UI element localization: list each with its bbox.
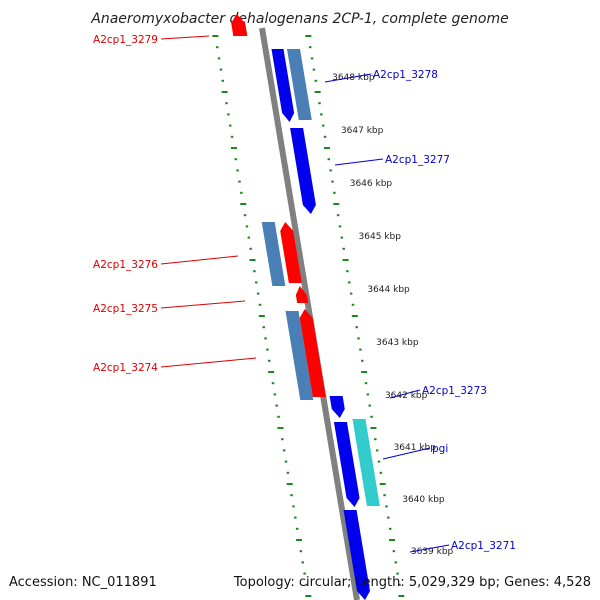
- gene-label-right: pgi: [432, 443, 448, 455]
- kbp-tick-label: 3643 kbp: [376, 338, 419, 348]
- accession-text: Accession: NC_011891: [9, 575, 157, 590]
- gene-a2cp1-3275: [295, 286, 309, 303]
- leader-line: [160, 255, 239, 265]
- gene-label-right: A2cp1_3273: [422, 385, 487, 397]
- map-title: Anaeromyxobacter dehalogenans 2CP-1, com…: [90, 11, 508, 27]
- gene-label-left: A2cp1_3276: [93, 259, 158, 271]
- leader-line: [334, 158, 384, 166]
- genome-backbone: [259, 27, 360, 600]
- leader-line: [160, 300, 246, 309]
- leader-line: [382, 447, 431, 460]
- gene-a2cp1-3276-b: [280, 222, 302, 283]
- gene-a2cp1-3279: [231, 14, 248, 36]
- kbp-tick-label: 3644 kbp: [367, 285, 410, 295]
- gene-a2cp1-3277: [290, 128, 316, 214]
- gene-a2cp1-3274-b: [299, 309, 326, 397]
- gene-a2cp1-3276-a: [261, 222, 286, 286]
- kbp-scale: 3648 kbp 3647 kbp 3646 kbp 3645 kbp 3644 kbp…: [332, 73, 453, 557]
- gene-label-left: A2cp1_3275: [93, 303, 158, 315]
- kbp-tick-label: 3640 kbp: [402, 495, 445, 505]
- gene-label-right: A2cp1_3277: [385, 154, 450, 166]
- tick-ring-left: [212, 35, 312, 597]
- gene-label-right: A2cp1_3278: [373, 69, 438, 81]
- gene-pgi-b: [352, 419, 380, 506]
- leader-line: [160, 357, 257, 368]
- gene-a2cp1-3274-a: [285, 311, 314, 400]
- kbp-tick-label: 3648 kbp: [332, 73, 375, 83]
- kbp-tick-label: 3641 kbp: [394, 443, 437, 453]
- gene-pgi: [333, 422, 360, 507]
- gene-labels: A2cp1_3279 A2cp1_3276 A2cp1_3275 A2cp1_3274…: [93, 34, 516, 553]
- kbp-tick-label: 3647 kbp: [341, 126, 384, 136]
- leader-line: [324, 73, 372, 83]
- gene-features: [231, 14, 380, 600]
- leader-line: [389, 389, 421, 399]
- gene-label-left: A2cp1_3279: [93, 34, 158, 46]
- kbp-tick-label: 3639 kbp: [411, 547, 454, 557]
- genome-stats-text: Topology: circular; Length: 5,029,329 bp…: [233, 575, 591, 590]
- leader-line: [409, 544, 450, 553]
- kbp-tick-label: 3642 kbp: [385, 391, 428, 401]
- gene-a2cp1-3278-a: [271, 49, 295, 122]
- gene-a2cp1-3273: [329, 396, 345, 418]
- gene-a2cp1-3278-b: [286, 49, 312, 120]
- gene-a2cp1-3271: [343, 510, 371, 600]
- tick-ring-right: [305, 35, 405, 597]
- leader-line: [160, 35, 210, 40]
- kbp-tick-label: 3646 kbp: [350, 179, 393, 189]
- gene-label-left: A2cp1_3274: [93, 362, 158, 374]
- gene-label-right: A2cp1_3271: [451, 540, 516, 552]
- kbp-tick-label: 3645 kbp: [359, 232, 402, 242]
